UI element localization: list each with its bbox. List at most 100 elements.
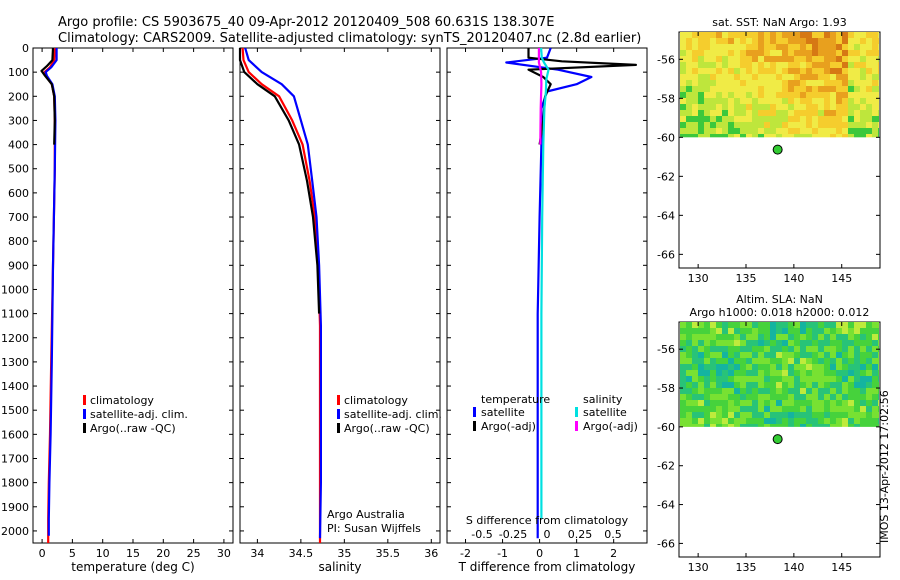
heatmap-cell (776, 128, 782, 134)
x-tick-label: 135 (736, 561, 757, 574)
x-tick-label: 34 (250, 547, 264, 560)
heatmap-cell (758, 80, 764, 86)
heatmap-cell (740, 74, 746, 80)
heatmap-cell (680, 128, 686, 134)
heatmap-cell (860, 358, 866, 364)
heatmap-cell (728, 376, 734, 382)
heatmap-cell (728, 116, 734, 122)
heatmap-cell (854, 334, 860, 340)
heatmap-cell (710, 340, 716, 346)
heatmap-cell (824, 110, 830, 116)
heatmap-cell (716, 98, 722, 104)
heatmap-cell (848, 122, 854, 128)
heatmap-cell (794, 418, 800, 424)
heatmap-cell (878, 352, 879, 358)
heatmap-cell (764, 352, 770, 358)
heatmap-cell (770, 406, 776, 412)
heatmap-cell (818, 412, 824, 418)
heatmap-cell (704, 328, 710, 334)
heatmap-cell (794, 400, 800, 406)
heatmap-cell (776, 116, 782, 122)
heatmap-cell (710, 44, 716, 50)
heatmap-cell (698, 406, 704, 412)
heatmap-cell (818, 116, 824, 122)
heatmap-cell (704, 56, 710, 62)
heatmap-cell (734, 92, 740, 98)
heatmap-cell (866, 358, 872, 364)
heatmap-cell (704, 322, 710, 328)
heatmap-cell (716, 74, 722, 80)
heatmap-cell (800, 358, 806, 364)
heatmap-cell (830, 340, 836, 346)
heatmap-cell (716, 382, 722, 388)
heatmap-cell (692, 86, 698, 92)
heatmap-cell (776, 38, 782, 44)
heatmap-cell (806, 122, 812, 128)
heatmap-cell (734, 400, 740, 406)
legend-swatch (83, 423, 86, 433)
heatmap-cell (716, 334, 722, 340)
heatmap-cell (752, 32, 758, 38)
y-tick-label: 1800 (1, 477, 29, 490)
heatmap-cell (686, 412, 692, 418)
heatmap-cell (782, 370, 788, 376)
heatmap-cell (734, 358, 740, 364)
heatmap-cell (854, 394, 860, 400)
heatmap-cell (698, 128, 704, 134)
heatmap-cell (842, 334, 848, 340)
heatmap-cell (860, 110, 866, 116)
heatmap-cell (818, 50, 824, 56)
map-title: Argo h1000: 0.018 h2000: 0.012 (690, 306, 870, 319)
heatmap-cell (782, 382, 788, 388)
map-title: sat. SST: NaN Argo: 1.93 (712, 16, 846, 29)
heatmap-cell (848, 50, 854, 56)
heatmap-cell (758, 74, 764, 80)
heatmap-cell (788, 80, 794, 86)
heatmap-cell (776, 364, 782, 370)
heatmap-cell (758, 128, 764, 134)
heatmap-cell (770, 358, 776, 364)
heatmap-cell (860, 334, 866, 340)
heatmap-cell (698, 376, 704, 382)
heatmap-cell (758, 334, 764, 340)
heatmap-cell (788, 376, 794, 382)
heatmap-cell (758, 376, 764, 382)
heatmap-cell (716, 412, 722, 418)
heatmap-cell (836, 376, 842, 382)
heatmap-cell (692, 92, 698, 98)
heatmap-cell (866, 128, 872, 134)
heatmap-cell (710, 328, 716, 334)
heatmap-cell (734, 322, 740, 328)
heatmap-cell (776, 424, 782, 427)
heatmap-cell (752, 104, 758, 110)
heatmap-cell (854, 128, 860, 134)
heatmap-cell (776, 394, 782, 400)
heatmap-cell (836, 122, 842, 128)
heatmap-cell (734, 352, 740, 358)
y-tick-label: 0 (22, 42, 29, 55)
heatmap-cell (758, 98, 764, 104)
heatmap-cell (830, 62, 836, 68)
heatmap-cell (794, 370, 800, 376)
heatmap-cell (710, 334, 716, 340)
heatmap-cell (812, 80, 818, 86)
heatmap-cell (878, 122, 879, 128)
heatmap-cell (800, 62, 806, 68)
heatmap-cell (734, 116, 740, 122)
heatmap-cell (716, 328, 722, 334)
heatmap-cell (686, 394, 692, 400)
heatmap-cell (734, 98, 740, 104)
heatmap-cell (680, 352, 686, 358)
heatmap-cell (698, 44, 704, 50)
heatmap-cell (692, 122, 698, 128)
heatmap-cell (698, 56, 704, 62)
heatmap-cell (854, 62, 860, 68)
heatmap-cell (818, 62, 824, 68)
heatmap-cell (878, 358, 879, 364)
heatmap-cell (770, 388, 776, 394)
heatmap-cell (860, 92, 866, 98)
heatmap-cell (848, 98, 854, 104)
heatmap-cell (740, 352, 746, 358)
heatmap-cell (734, 382, 740, 388)
heatmap-cell (854, 328, 860, 334)
